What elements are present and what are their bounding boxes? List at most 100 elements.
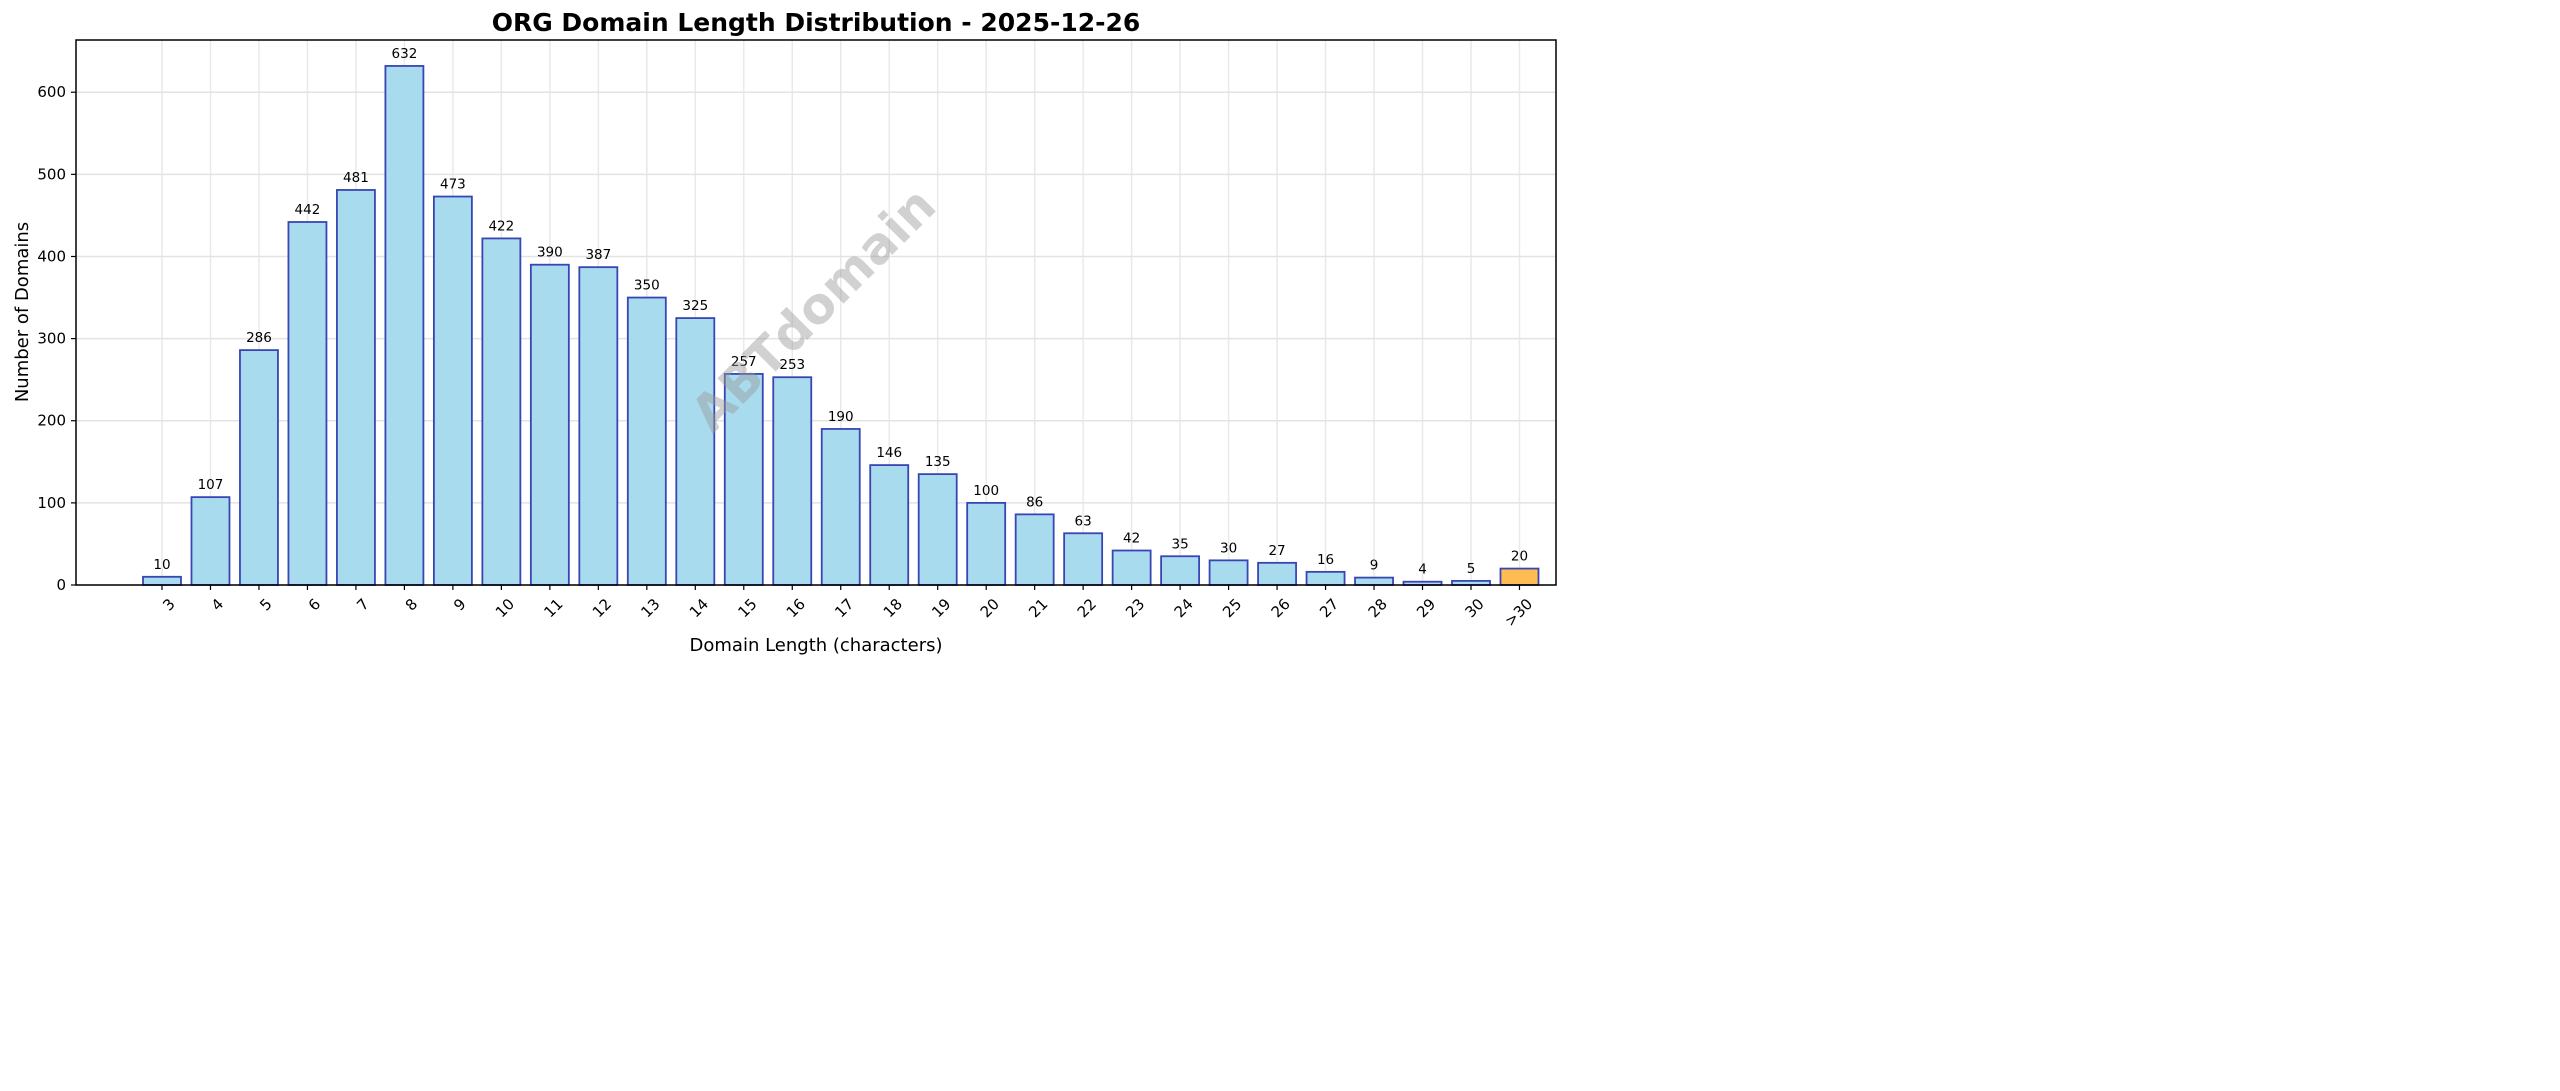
bar: [239, 349, 279, 586]
bar: [1208, 559, 1249, 586]
watermark: ABTdomain: [680, 176, 947, 443]
x-tick-label: 20: [977, 595, 1003, 621]
y-tick-label: 100: [37, 494, 66, 512]
bar: [287, 221, 328, 586]
bar: [820, 428, 861, 586]
x-tick-label: 19: [928, 595, 954, 621]
x-tick-label: 8: [402, 595, 421, 614]
x-tick-label: 28: [1365, 595, 1391, 621]
bar: [142, 575, 182, 586]
data-label: 286: [246, 330, 272, 346]
x-tick-label: 23: [1122, 595, 1148, 621]
bar: [1014, 513, 1055, 586]
data-label: 481: [343, 170, 369, 186]
data-label: 30: [1220, 540, 1237, 556]
data-label: 9: [1370, 558, 1379, 574]
data-label: 146: [876, 445, 902, 461]
data-label: 387: [585, 247, 611, 263]
data-label: 42: [1123, 531, 1140, 547]
data-label: 10: [153, 557, 170, 573]
data-label: 20: [1511, 549, 1528, 565]
data-label: 442: [295, 202, 321, 218]
bar: [772, 376, 813, 586]
bar: [723, 373, 764, 586]
bars: [142, 65, 1540, 586]
x-tick-label: 5: [256, 595, 275, 614]
data-label: 35: [1172, 536, 1189, 552]
x-tick-label: 11: [540, 595, 566, 621]
data-label: 350: [634, 278, 660, 294]
x-tick-label: 3: [159, 595, 178, 614]
x-tick-label: 25: [1219, 595, 1245, 621]
x-tick-label: 15: [734, 595, 760, 621]
y-tick-label: 300: [37, 330, 66, 348]
x-axis-label: Domain Length (characters): [690, 635, 943, 656]
data-label: 16: [1317, 552, 1334, 568]
data-label: 100: [973, 483, 999, 499]
x-tick-label: 27: [1316, 595, 1342, 621]
plot-frame: [75, 39, 1557, 586]
bar: [1111, 549, 1152, 586]
x-tick-label: 16: [783, 595, 809, 621]
data-label: 253: [779, 357, 805, 373]
bar: [917, 473, 958, 586]
x-tick-label: >30: [1501, 595, 1536, 630]
x-tick-label: 10: [492, 595, 518, 621]
x-tick-label: 4: [208, 595, 227, 614]
bar: [336, 189, 376, 586]
y-tick-label: 500: [37, 165, 66, 183]
y-tick-label: 400: [37, 247, 66, 265]
data-label: 107: [198, 477, 224, 493]
x-tick-label: 12: [589, 595, 615, 621]
bar: [1354, 576, 1394, 586]
data-label: 4: [1418, 562, 1427, 578]
bar: [578, 266, 619, 586]
bar: [432, 195, 473, 586]
data-label: 325: [682, 298, 708, 314]
bar: [1160, 555, 1201, 586]
x-tick-label: 29: [1413, 595, 1439, 621]
y-tick-label: 600: [37, 83, 66, 101]
bar: [1305, 570, 1346, 586]
x-tick-label: 13: [637, 595, 663, 621]
bar: [1499, 567, 1540, 586]
bar: [966, 501, 1007, 586]
y-tick-label: 200: [37, 412, 66, 430]
data-label: 5: [1467, 561, 1476, 577]
data-label: 86: [1026, 494, 1043, 510]
bar: [190, 496, 231, 586]
bar: [529, 263, 570, 586]
data-label: 473: [440, 177, 466, 193]
x-axis: 3 4 5 6 7 8 9 10 11 12 13 14 15 16 17 18 19 20 21 22 23 24 25 2…: [159, 585, 1536, 630]
x-tick-label: 24: [1171, 595, 1197, 621]
data-label: 632: [392, 46, 418, 62]
data-label: 190: [828, 409, 854, 425]
x-tick-label: 26: [1268, 595, 1294, 621]
x-tick-label: 17: [831, 595, 857, 621]
data-label: 27: [1268, 543, 1285, 559]
chart-title: ORG Domain Length Distribution - 2025-12…: [492, 8, 1141, 37]
y-axis: 0 100 200 300 400 500 600: [37, 83, 76, 594]
data-label: 257: [731, 354, 757, 370]
data-label: 135: [925, 454, 951, 470]
x-tick-label: 6: [305, 595, 324, 614]
x-tick-label: 14: [686, 595, 712, 621]
bar: [481, 237, 522, 586]
x-tick-label: 30: [1462, 595, 1488, 621]
x-tick-label: 7: [353, 595, 372, 614]
data-label: 390: [537, 245, 563, 261]
bar: [869, 464, 910, 586]
x-tick-label: 18: [880, 595, 906, 621]
bar: [1063, 532, 1104, 586]
data-label: 63: [1075, 513, 1092, 529]
bar: [384, 65, 425, 586]
bar: [1257, 561, 1297, 586]
bar: [675, 317, 716, 586]
x-tick-label: 22: [1074, 595, 1100, 621]
bar: [626, 296, 667, 586]
x-tick-label: 9: [450, 595, 469, 614]
x-tick-label: 21: [1025, 595, 1051, 621]
data-label: 422: [488, 218, 514, 234]
y-axis-label: Number of Domains: [12, 222, 33, 402]
